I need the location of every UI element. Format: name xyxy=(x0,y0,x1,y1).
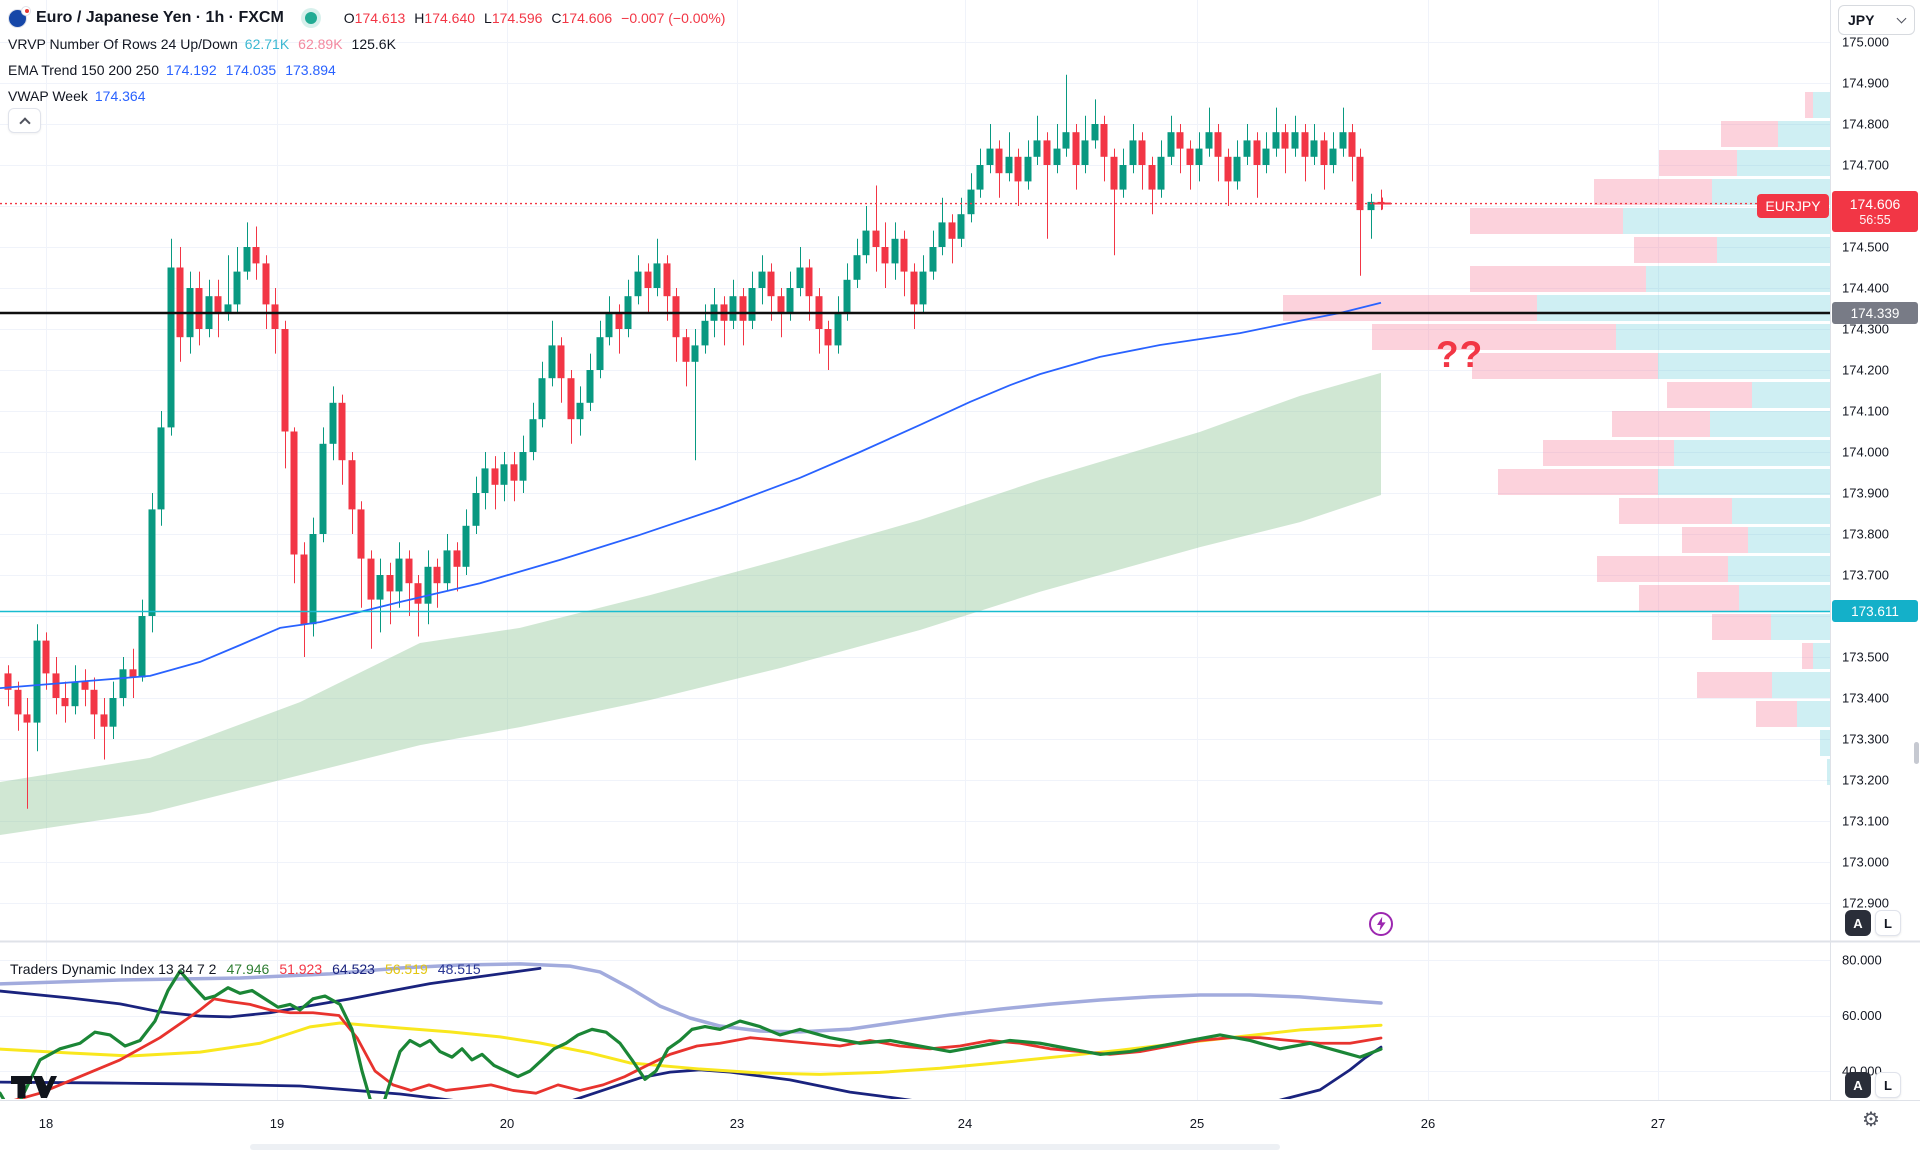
chevron-up-icon xyxy=(18,116,31,129)
tdi-value-vbhigh: 64.523 xyxy=(332,961,375,977)
svg-text:173.400: 173.400 xyxy=(1842,691,1889,706)
vrvp-up-value: 62.71K xyxy=(244,36,290,52)
chevron-down-icon xyxy=(1896,13,1907,24)
vwap-label[interactable]: VWAP Week xyxy=(8,88,88,104)
svg-text:26: 26 xyxy=(1421,1116,1435,1131)
legend-collapse-button[interactable] xyxy=(8,108,41,133)
open-label: O xyxy=(343,10,355,26)
axis-settings-gear-icon[interactable]: ⚙ xyxy=(1862,1108,1880,1131)
ema-250-value: 173.894 xyxy=(285,62,336,78)
svg-text:173.800: 173.800 xyxy=(1842,527,1889,542)
svg-text:173.500: 173.500 xyxy=(1842,650,1889,665)
svg-text:174.700: 174.700 xyxy=(1842,158,1889,173)
vwap-value: 174.364 xyxy=(94,88,146,104)
svg-text:174.000: 174.000 xyxy=(1842,445,1889,460)
svg-text:173.700: 173.700 xyxy=(1842,568,1889,583)
svg-text:173.200: 173.200 xyxy=(1842,773,1889,788)
currency-label: JPY xyxy=(1848,12,1875,28)
auto-scale-button[interactable]: A xyxy=(1845,910,1871,936)
svg-text:175.000: 175.000 xyxy=(1842,35,1889,50)
vrvp-total-value: 125.6K xyxy=(351,36,396,52)
auto-scale-button-tdi[interactable]: A xyxy=(1845,1072,1871,1098)
svg-text:174.300: 174.300 xyxy=(1842,322,1889,337)
svg-text:174.100: 174.100 xyxy=(1842,404,1889,419)
high-label: H xyxy=(414,10,425,26)
ohlc-values: O174.613 H174.640 L174.596 C174.606 −0.0… xyxy=(344,10,726,26)
close-value: 174.606 xyxy=(561,10,613,26)
log-scale-button-tdi[interactable]: L xyxy=(1875,1072,1901,1098)
tdi-value-baseline: 56.519 xyxy=(384,961,428,977)
market-status-icon[interactable] xyxy=(304,12,317,24)
open-value: 174.613 xyxy=(354,10,406,26)
scale-mode-buttons-main: A L xyxy=(1845,910,1901,936)
svg-text:25: 25 xyxy=(1190,1116,1204,1131)
tradingview-logo[interactable] xyxy=(10,1074,58,1100)
support-level-badge: 174.339 xyxy=(1832,302,1918,324)
svg-text:173.000: 173.000 xyxy=(1842,855,1889,870)
svg-text:24: 24 xyxy=(958,1116,972,1131)
vrvp-label[interactable]: VRVP Number Of Rows 24 Up/Down xyxy=(8,36,238,52)
svg-text:80.000: 80.000 xyxy=(1842,953,1882,968)
legend: Euro / Japanese Yen · 1h · FXCM O174.613… xyxy=(8,5,725,109)
low-label: L xyxy=(484,10,492,26)
bar-countdown: 56:55 xyxy=(1859,212,1891,227)
tdi-value-rsi: 47.946 xyxy=(226,961,270,977)
svg-text:20: 20 xyxy=(500,1116,514,1131)
svg-text:173.900: 173.900 xyxy=(1842,486,1889,501)
log-scale-button[interactable]: L xyxy=(1875,910,1901,936)
vwap-level-badge: 173.611 xyxy=(1832,600,1918,622)
tdi-label[interactable]: Traders Dynamic Index 13 34 7 2 xyxy=(10,961,217,977)
question-annotation[interactable]: ?? xyxy=(1436,334,1484,375)
svg-text:173.300: 173.300 xyxy=(1842,732,1889,747)
high-value: 174.640 xyxy=(424,10,476,26)
svg-text:174.200: 174.200 xyxy=(1842,363,1889,378)
svg-text:60.000: 60.000 xyxy=(1842,1008,1882,1023)
svg-text:174.400: 174.400 xyxy=(1842,281,1889,296)
vrvp-down-value: 62.89K xyxy=(298,36,343,52)
tdi-value-signal: 51.923 xyxy=(279,961,323,977)
tdi-legend: Traders Dynamic Index 13 34 7 2 47.946 5… xyxy=(10,961,481,977)
svg-text:19: 19 xyxy=(270,1116,284,1131)
svg-text:174.800: 174.800 xyxy=(1842,117,1889,132)
price-scale-scrollbar[interactable] xyxy=(1914,742,1919,764)
ema-150-value: 174.192 xyxy=(166,62,217,78)
time-scale-scrollbar[interactable] xyxy=(250,1144,1280,1150)
ema-trend-label[interactable]: EMA Trend 150 200 250 xyxy=(8,62,159,78)
quick-trade-lightning-icon[interactable] xyxy=(1367,910,1395,938)
svg-text:174.500: 174.500 xyxy=(1842,240,1889,255)
svg-text:27: 27 xyxy=(1651,1116,1665,1131)
last-price-badge: 174.606 56:55 xyxy=(1832,191,1918,232)
svg-text:174.900: 174.900 xyxy=(1842,76,1889,91)
svg-text:23: 23 xyxy=(730,1116,744,1131)
svg-text:173.100: 173.100 xyxy=(1842,814,1889,829)
change-value: −0.007 (−0.00%) xyxy=(621,10,726,26)
tdi-value-vblow: 48.515 xyxy=(437,961,481,977)
symbol-title[interactable]: Euro / Japanese Yen · 1h · FXCM xyxy=(36,9,284,26)
symbol-price-flag: EURJPY xyxy=(1757,194,1829,218)
svg-text:18: 18 xyxy=(39,1116,53,1131)
symbol-flag-icon xyxy=(8,5,31,29)
currency-dropdown[interactable]: JPY xyxy=(1838,5,1915,35)
svg-text:172.900: 172.900 xyxy=(1842,896,1889,911)
low-value: 174.596 xyxy=(491,10,543,26)
close-label: C xyxy=(551,10,562,26)
ema-200-value: 174.035 xyxy=(225,62,277,78)
last-price-value: 174.606 xyxy=(1849,195,1901,212)
scale-mode-buttons-tdi: A L xyxy=(1845,1072,1901,1098)
